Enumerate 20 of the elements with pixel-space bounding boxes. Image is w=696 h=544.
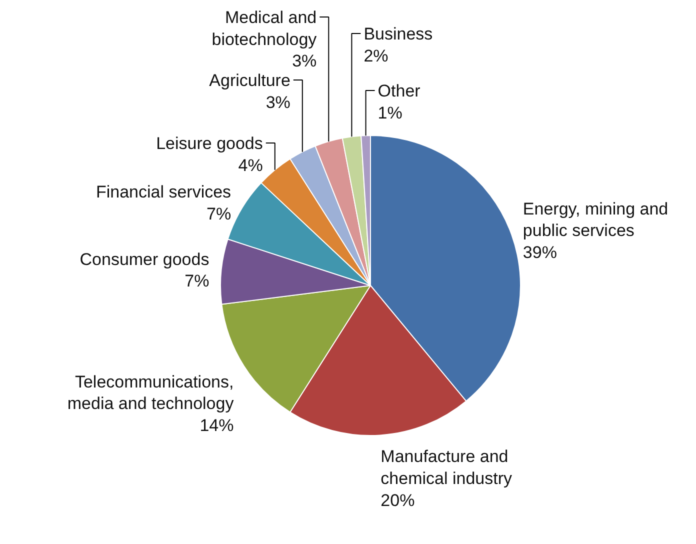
data-label: 4%	[238, 156, 263, 175]
data-label: 7%	[184, 272, 210, 291]
slice-label: Financial services	[96, 182, 232, 202]
slice-label: Medical and biotechnology	[212, 8, 318, 49]
slice-label: Leisure goods	[156, 134, 263, 153]
data-label: 2%	[364, 46, 388, 66]
data-label: 39%	[522, 242, 557, 262]
data-label: 3%	[292, 52, 317, 71]
data-label: 7%	[206, 204, 232, 224]
data-label: 20%	[380, 490, 415, 510]
slice-label: Consumer goods	[80, 250, 210, 269]
slice-label: Energy, mining and public services	[522, 199, 668, 240]
slice-label: Telecommunications, media and technology	[67, 372, 234, 414]
slice-label: Agriculture	[209, 71, 290, 90]
data-label: 3%	[266, 92, 290, 112]
data-label: 1%	[378, 103, 402, 122]
slice-label: Manufacture and chemical industry	[380, 447, 512, 488]
data-label: 14%	[200, 416, 234, 436]
slice-label: Business	[364, 24, 433, 44]
slice-label: Other	[378, 82, 421, 100]
